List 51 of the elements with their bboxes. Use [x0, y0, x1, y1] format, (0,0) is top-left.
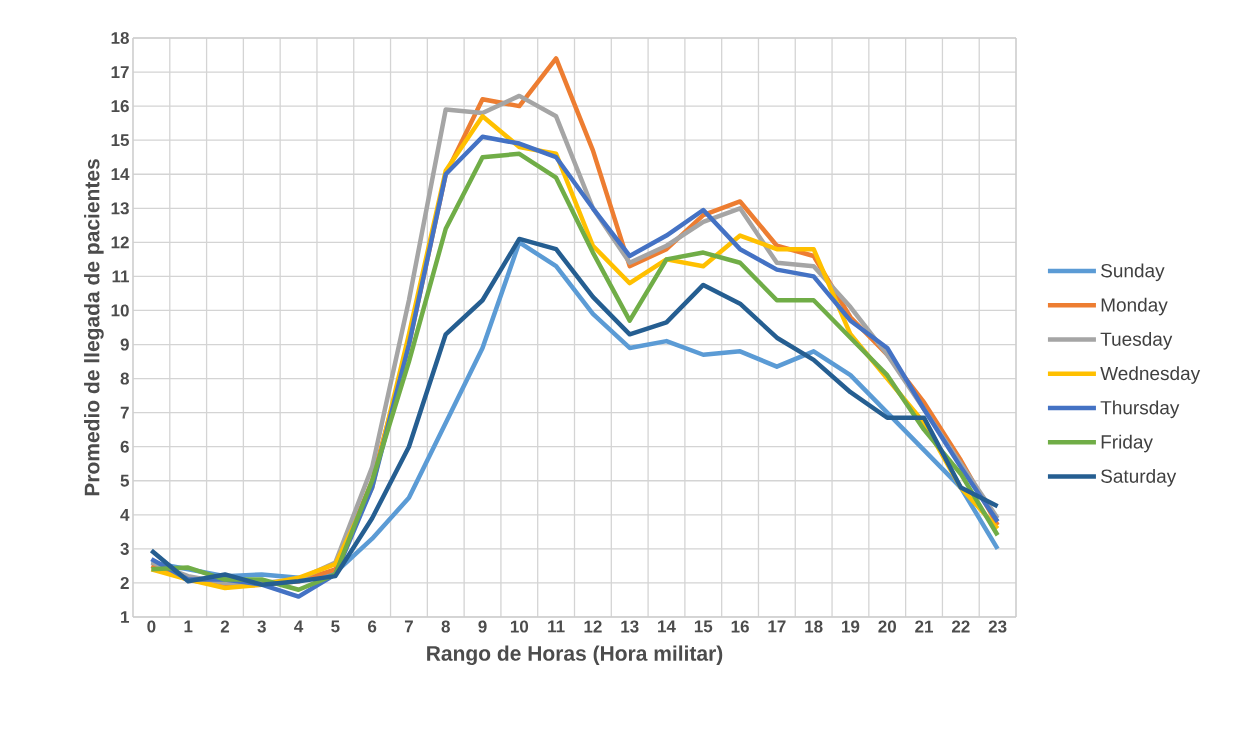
x-tick-label: 15	[694, 620, 713, 633]
x-tick-label: 5	[331, 620, 340, 633]
legend-label: Saturday	[1101, 468, 1177, 487]
y-tick-label: 4	[120, 508, 130, 521]
x-tick-label: 13	[621, 620, 639, 633]
x-axis-title: Rango de Horas (Hora militar)	[427, 645, 723, 666]
x-tick-label: 4	[294, 620, 304, 633]
x-tick-label: 22	[951, 620, 970, 633]
legend-label: Wednesday	[1100, 366, 1201, 384]
y-tick-label: 8	[120, 372, 129, 385]
x-tick-label: 17	[768, 620, 786, 633]
legend-label: Friday	[1101, 434, 1153, 453]
y-tick-label: 12	[111, 236, 129, 249]
y-tick-label: 9	[120, 338, 129, 351]
y-tick-label: 2	[120, 577, 129, 589]
x-tick-label: 18	[805, 620, 823, 633]
legend-label: Tuesday	[1100, 331, 1173, 350]
y-tick-label: 1	[121, 611, 130, 623]
x-tick-label: 11	[548, 620, 565, 633]
y-tick-label: 14	[111, 168, 130, 181]
x-tick-label: 1	[184, 620, 193, 633]
x-tick-label: 9	[478, 620, 487, 633]
y-tick-label: 13	[111, 202, 129, 215]
x-tick-label: 20	[878, 620, 896, 633]
y-tick-label: 7	[120, 406, 129, 419]
y-tick-label: 10	[111, 304, 129, 317]
x-tick-label: 2	[220, 620, 230, 633]
x-tick-label: 16	[731, 620, 749, 633]
y-tick-label: 3	[120, 542, 129, 555]
y-tick-label: 5	[120, 474, 130, 487]
x-tick-label: 6	[368, 620, 377, 633]
legend-label: Sunday	[1101, 263, 1165, 282]
x-tick-label: 0	[147, 620, 156, 633]
x-tick-label: 19	[842, 620, 860, 633]
y-tick-label: 18	[111, 31, 129, 45]
y-tick-label: 17	[111, 66, 129, 78]
y-tick-label: 15	[111, 134, 130, 147]
x-tick-label: 21	[915, 620, 934, 633]
y-axis-title: Promedio de llegada de pacientes	[84, 159, 104, 496]
y-tick-label: 11	[112, 270, 130, 283]
y-tick-label: 16	[111, 100, 129, 113]
x-tick-label: 8	[441, 620, 450, 633]
legend-label: Monday	[1101, 297, 1168, 316]
y-tick-label: 6	[120, 440, 129, 453]
x-tick-label: 7	[404, 620, 413, 633]
x-tick-label: 14	[658, 620, 676, 633]
x-tick-label: 12	[584, 620, 602, 633]
x-tick-label: 23	[988, 620, 1007, 633]
x-tick-label: 3	[257, 620, 266, 633]
legend-label: Thursday	[1100, 400, 1180, 419]
x-tick-label: 10	[510, 620, 529, 633]
